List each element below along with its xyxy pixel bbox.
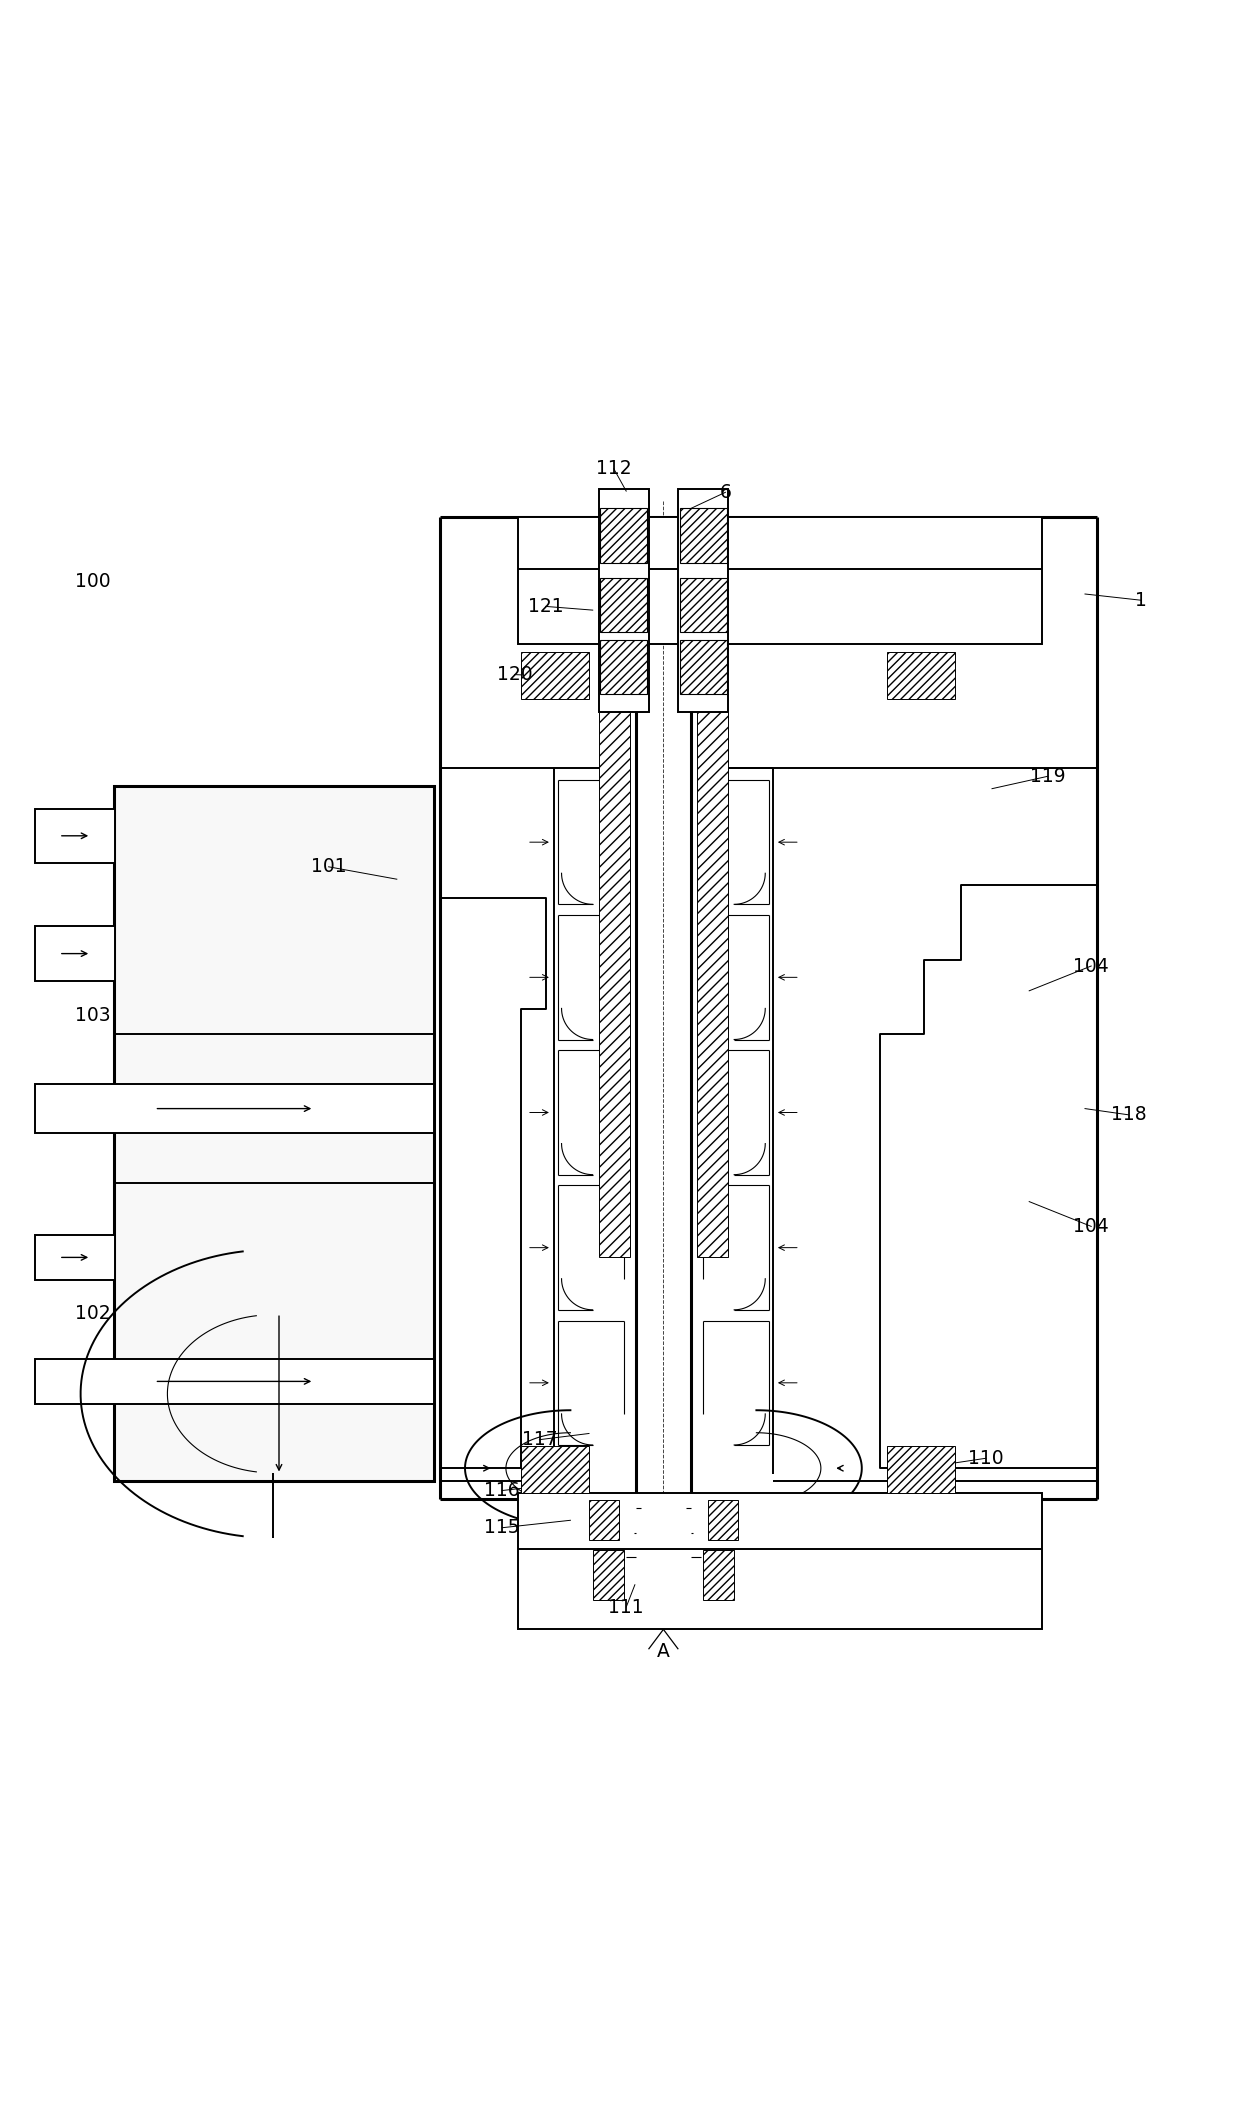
Text: 121: 121 xyxy=(528,597,563,616)
Bar xyxy=(697,712,728,1258)
Text: 101: 101 xyxy=(311,858,346,877)
Bar xyxy=(600,578,647,633)
Text: 116: 116 xyxy=(485,1480,520,1500)
Bar xyxy=(600,508,647,563)
Bar xyxy=(589,1500,619,1540)
Bar xyxy=(35,1235,115,1279)
Bar xyxy=(599,489,649,712)
Bar xyxy=(521,1447,589,1493)
Text: 117: 117 xyxy=(522,1430,557,1449)
Text: 1: 1 xyxy=(1135,591,1147,610)
Bar xyxy=(887,652,955,699)
Text: 119: 119 xyxy=(1030,767,1065,786)
Text: 104: 104 xyxy=(1074,1218,1109,1237)
Bar xyxy=(708,1500,738,1540)
Bar xyxy=(35,926,115,981)
Text: 103: 103 xyxy=(76,1006,110,1025)
Bar xyxy=(887,1447,955,1493)
Text: 120: 120 xyxy=(497,665,532,684)
Text: A: A xyxy=(657,1641,670,1661)
Text: 111: 111 xyxy=(609,1597,644,1616)
Text: 104: 104 xyxy=(1074,957,1109,976)
Bar xyxy=(680,508,727,563)
Text: 102: 102 xyxy=(76,1305,110,1324)
Bar xyxy=(114,786,434,1480)
Bar xyxy=(518,1493,1042,1629)
Bar xyxy=(593,1550,624,1599)
Bar xyxy=(680,640,727,695)
Text: 6: 6 xyxy=(719,483,732,502)
Bar xyxy=(521,652,589,699)
Text: 112: 112 xyxy=(596,460,631,479)
Bar xyxy=(35,1084,434,1133)
Text: 115: 115 xyxy=(485,1519,520,1538)
Text: 110: 110 xyxy=(968,1449,1003,1468)
Bar xyxy=(518,517,1042,644)
Bar xyxy=(703,1550,734,1599)
Bar xyxy=(599,712,630,1258)
Text: 100: 100 xyxy=(76,572,110,591)
Bar xyxy=(678,489,728,712)
Bar xyxy=(35,1360,434,1404)
Bar xyxy=(600,640,647,695)
Text: 118: 118 xyxy=(1111,1106,1146,1125)
Bar xyxy=(35,809,115,862)
Bar xyxy=(680,578,727,633)
